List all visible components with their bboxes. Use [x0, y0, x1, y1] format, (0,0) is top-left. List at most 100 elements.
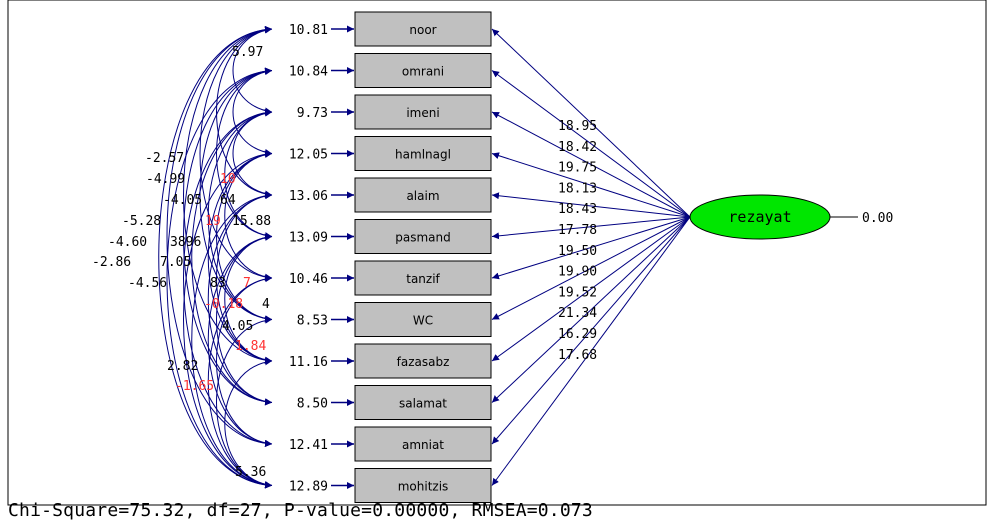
error-covariance-curve	[166, 67, 273, 489]
indicator-box	[354, 136, 492, 171]
covariance-t-value: 2.82	[167, 359, 198, 374]
indicator-box	[354, 11, 492, 47]
covariance-t-value: -4.56	[128, 276, 167, 291]
covariance-t-value: 1.84	[235, 339, 266, 354]
indicator-mohitzis[interactable]: mohitzis	[354, 468, 492, 503]
covariance-t-value-labels: 5.97 -2.57 -4.99 10 -4.05 64 -5.28 19 15.88 -4.60…	[92, 45, 271, 480]
loading-t-value: 19.75	[558, 161, 597, 176]
error-covariance-curve	[232, 109, 273, 198]
error-variance-value: 11.16	[289, 355, 328, 370]
error-variance-value: 12.89	[289, 480, 328, 495]
indicator-name: mohitzis	[398, 480, 449, 494]
error-variance-value: 8.50	[297, 397, 328, 412]
loading-t-value: 19.52	[558, 285, 597, 300]
covariance-t-value: 7	[243, 276, 251, 291]
error-covariance-curve	[158, 25, 273, 489]
covariance-t-value: 4.05	[222, 319, 253, 334]
error-variance-value: 13.09	[289, 231, 328, 246]
error-covariance-curve	[216, 26, 273, 198]
indicator-alaim[interactable]: alaim	[354, 177, 492, 213]
covariance-t-value: -5.28	[122, 214, 161, 229]
indicator-fazasabz[interactable]: fazasabz	[354, 343, 492, 379]
indicator-imeni[interactable]: imeni	[354, 94, 492, 130]
error-variance-value: 12.05	[289, 148, 328, 163]
loading-arrow	[491, 216, 691, 362]
loading-t-value: 18.43	[558, 202, 597, 217]
indicator-salamat[interactable]: salamat	[354, 385, 492, 420]
loading-arrow	[491, 192, 691, 218]
indicator-boxes: noor omrani imeni hamlnagl alaim pasmand tanzi…	[354, 11, 492, 503]
error-covariance-curve	[224, 358, 273, 489]
error-covariance-curve	[224, 233, 273, 364]
error-variance-value: 12.41	[289, 438, 328, 453]
error-covariance-curve	[199, 67, 273, 323]
covariance-t-value: -2.86	[92, 255, 131, 270]
loading-t-value: 18.95	[558, 119, 597, 134]
indicator-box	[354, 426, 492, 462]
covariance-t-value: -4.99	[146, 172, 185, 187]
indicator-box	[354, 53, 492, 88]
indicator-box	[354, 385, 492, 420]
indicator-wc[interactable]: WC	[354, 302, 492, 337]
indicator-name: alaim	[406, 189, 439, 203]
indicator-pasmand[interactable]: pasmand	[354, 219, 492, 254]
covariance-t-value: 4	[262, 297, 270, 312]
indicator-omrani[interactable]: omrani	[354, 53, 492, 88]
indicator-noor[interactable]: noor	[354, 11, 492, 47]
loading-t-value: 19.50	[558, 244, 597, 259]
covariance-t-value: -1.65	[175, 379, 214, 394]
loading-arrow	[491, 216, 691, 320]
latent-error-variance: 0.00	[862, 211, 893, 226]
covariance-t-value: 83	[210, 276, 226, 291]
indicator-box	[354, 468, 492, 503]
error-covariance-curve	[191, 109, 273, 406]
error-covariance-curve	[191, 192, 273, 489]
covariance-t-value: 5.97	[232, 45, 263, 60]
loading-arrow	[491, 70, 691, 218]
error-variance-value: 8.53	[297, 314, 328, 329]
covariance-t-value: 10	[220, 172, 236, 187]
error-variance-value: 10.84	[289, 65, 328, 80]
loading-t-value: 19.90	[558, 265, 597, 280]
error-variance-value: 13.06	[289, 189, 328, 204]
latent-name: rezayat	[728, 208, 791, 226]
covariance-t-value: 5.36	[235, 465, 266, 480]
error-variance-value: 9.73	[297, 106, 328, 121]
indicator-name: pasmand	[395, 231, 451, 245]
loading-arrow	[491, 216, 691, 445]
covariance-t-value: 7.05	[160, 255, 191, 270]
covariance-t-value: -2.57	[145, 151, 184, 166]
indicator-name: noor	[409, 23, 436, 37]
indicator-hamlnagl[interactable]: hamlnagl	[354, 136, 492, 171]
loading-t-value: 18.42	[558, 140, 597, 155]
covariance-t-value: 64	[220, 193, 236, 208]
indicator-name: salamat	[399, 397, 447, 411]
covariance-t-value: -4.05	[163, 193, 202, 208]
diagram-border	[7, 0, 987, 506]
indicator-name: amniat	[402, 438, 444, 452]
indicator-name: imeni	[406, 106, 439, 120]
covariance-t-value: 3896	[170, 235, 201, 250]
covariance-t-value: 15.88	[232, 214, 271, 229]
error-covariance-curve	[183, 26, 273, 364]
loading-t-value: 18.13	[558, 181, 597, 196]
error-covariance-curves	[158, 25, 273, 489]
indicator-box	[354, 177, 492, 213]
loading-t-value: 16.29	[558, 327, 597, 342]
indicator-tanzif[interactable]: tanzif	[354, 260, 492, 296]
latent-variable-rezayat[interactable]: rezayat	[689, 194, 831, 240]
covariance-t-value: -4.60	[108, 235, 147, 250]
indicator-name: WC	[413, 314, 433, 328]
error-variance-value: 10.46	[289, 272, 328, 287]
error-covariance-curve	[183, 67, 273, 406]
error-covariance-curve	[199, 26, 273, 281]
loading-arrow	[491, 28, 691, 218]
covariance-t-value: -0.18	[204, 297, 243, 312]
loading-arrow	[491, 111, 691, 218]
loading-arrow	[491, 216, 691, 403]
loading-arrow	[491, 216, 691, 240]
error-covariance-curve	[232, 26, 273, 115]
indicator-amniat[interactable]: amniat	[354, 426, 492, 462]
error-covariance-curve	[183, 109, 273, 447]
